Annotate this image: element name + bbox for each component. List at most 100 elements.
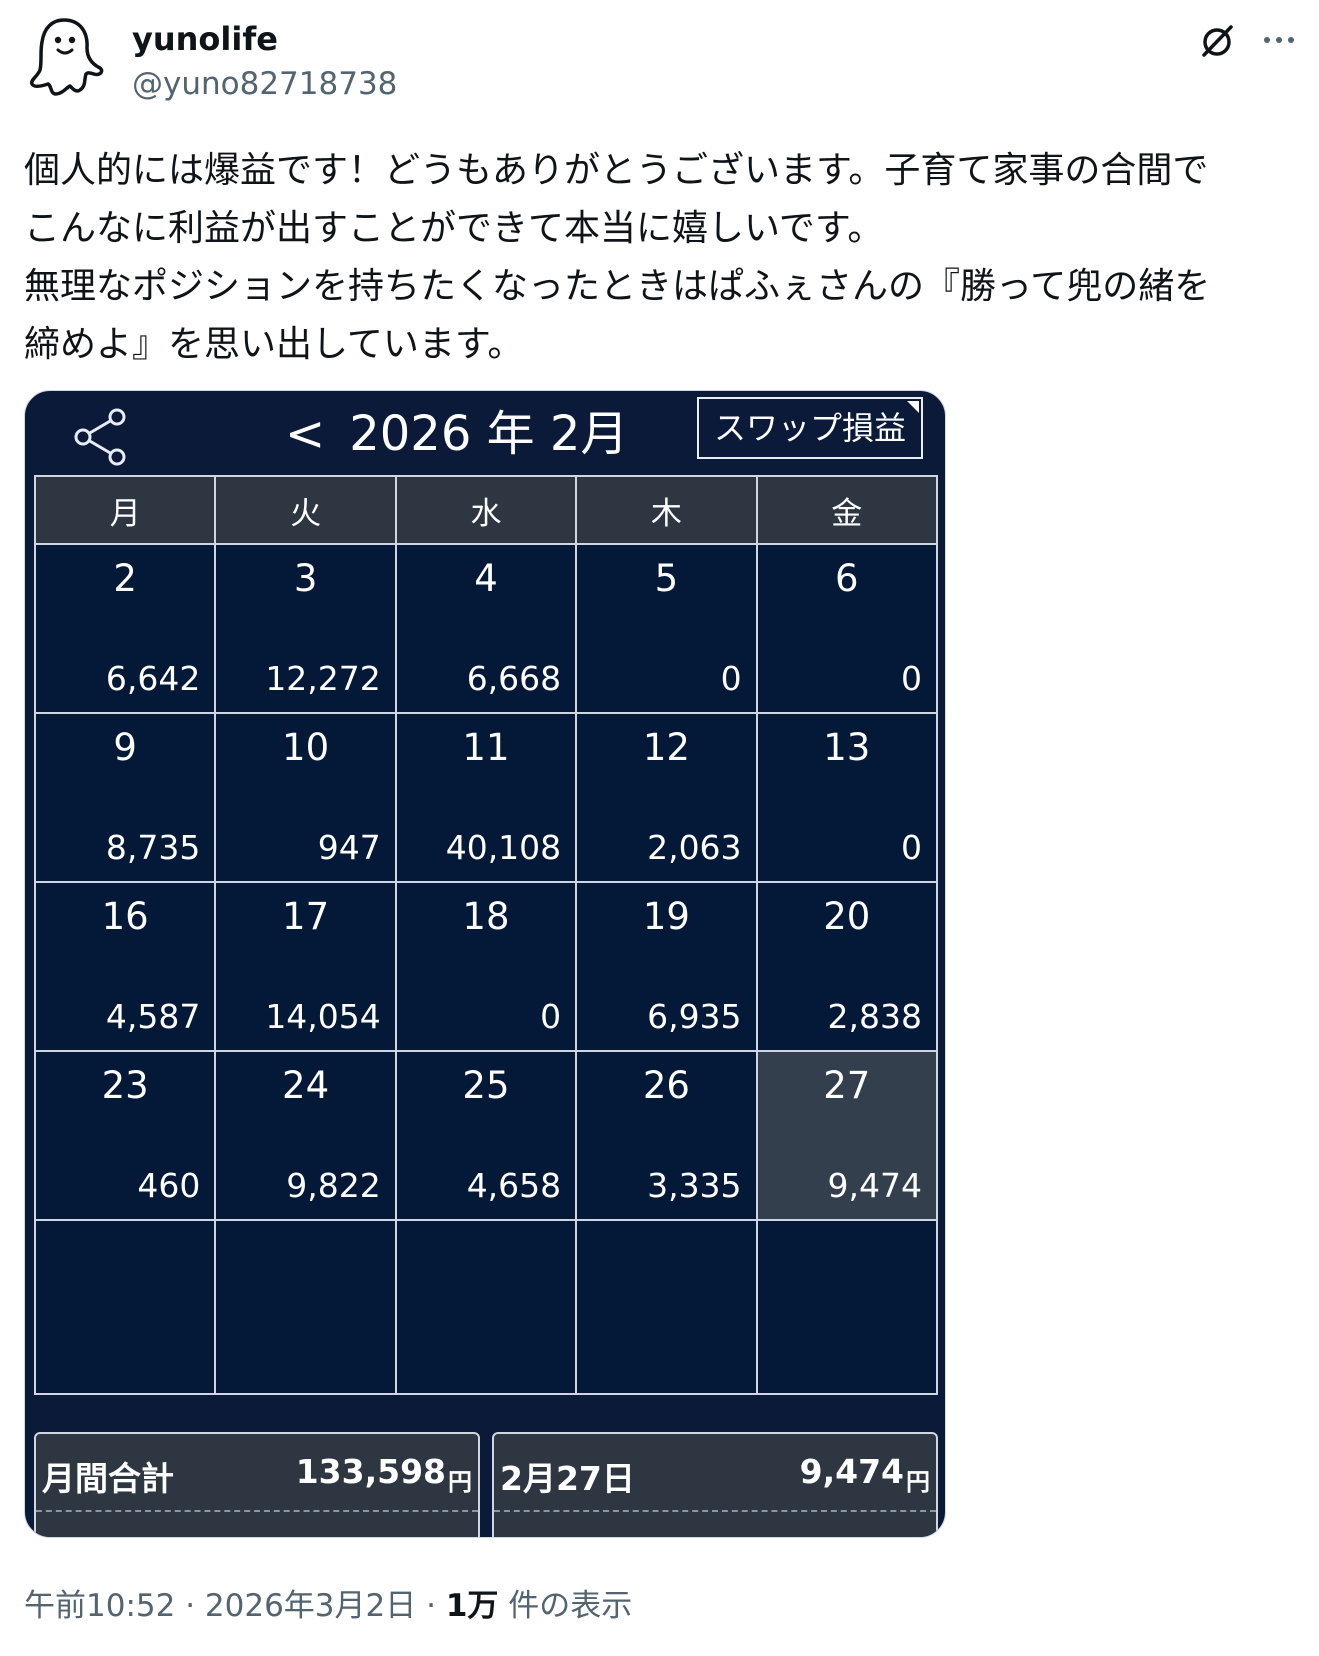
- day-number: 17: [282, 895, 330, 938]
- calendar-empty-cell: [755, 1219, 939, 1395]
- day-pnl: 0: [540, 997, 562, 1036]
- weekday-header: 金: [755, 475, 939, 545]
- day-pnl: 40,108: [445, 828, 562, 867]
- swap-pnl-button[interactable]: スワップ損益: [697, 397, 923, 459]
- calendar-day-cell[interactable]: 3 12,272: [214, 543, 397, 714]
- day-number: 4: [474, 557, 498, 600]
- day-pnl: 947: [317, 828, 381, 867]
- day-number: 6: [835, 557, 859, 600]
- daily-total-value: 9,474: [799, 1452, 904, 1491]
- day-pnl: 9,474: [827, 1166, 922, 1205]
- calendar-day-cell[interactable]: 20 2,838: [755, 881, 939, 1052]
- post-media-image[interactable]: <2026 年 2月 スワップ損益 月 火 水 木 金 2 6,642 3 12,2…: [24, 390, 946, 1538]
- currency-unit: 円: [448, 1468, 472, 1496]
- calendar-day-cell[interactable]: 26 3,335: [575, 1050, 758, 1221]
- day-number: 16: [101, 895, 149, 938]
- daily-total-panel: 2月27日 9,474 円: [492, 1432, 938, 1537]
- calendar-empty-cell: [394, 1219, 578, 1395]
- day-pnl: 0: [901, 828, 922, 867]
- day-pnl: 12,272: [265, 659, 381, 698]
- day-pnl: 2,063: [647, 828, 742, 867]
- calendar-day-cell-selected[interactable]: 27 9,474: [755, 1050, 939, 1221]
- day-pnl: 6,668: [466, 659, 562, 698]
- currency-unit: 円: [906, 1468, 930, 1496]
- post-text-line: 無理なポジションを持ちたくなったときはぱふぇさんの『勝って兜の緒を: [24, 266, 1211, 307]
- view-count[interactable]: 1万: [445, 1588, 499, 1624]
- calendar-day-cell[interactable]: 17 14,054: [214, 881, 397, 1052]
- post-timestamp[interactable]: 午前10:52 · 2026年3月2日 ·: [24, 1588, 446, 1624]
- swap-pnl-label: スワップ損益: [713, 409, 906, 447]
- day-number: 9: [113, 726, 137, 769]
- day-number: 27: [823, 1064, 871, 1107]
- day-number: 26: [642, 1064, 690, 1107]
- day-number: 12: [642, 726, 690, 769]
- day-number: 19: [642, 895, 690, 938]
- dashed-divider: [36, 1510, 478, 1512]
- calendar-day-cell[interactable]: 23 460: [33, 1050, 217, 1221]
- calendar-day-cell[interactable]: 25 4,658: [394, 1050, 578, 1221]
- day-number: 25: [462, 1064, 510, 1107]
- post-text: 個人的には爆益です！どうもありがとうございます。子育て家事の合間で こんなに利益…: [24, 142, 1299, 374]
- share-icon: [74, 408, 126, 466]
- grok-icon[interactable]: [1198, 22, 1236, 60]
- month-title: 2026 年 2月: [349, 406, 629, 462]
- calendar-day-cell[interactable]: 24 9,822: [214, 1050, 397, 1221]
- calendar-day-cell[interactable]: 18 0: [394, 881, 578, 1052]
- day-number: 18: [462, 895, 510, 938]
- calendar-day-cell[interactable]: 2 6,642: [33, 543, 217, 714]
- month-navigator: <2026 年 2月: [285, 399, 628, 469]
- day-number: 3: [293, 557, 318, 600]
- day-number: 20: [823, 895, 871, 938]
- post-text-line: こんなに利益が出すことができて本当に嬉しいです。: [24, 208, 884, 249]
- calendar-empty-cell: [33, 1219, 217, 1395]
- dashed-divider: [494, 1510, 936, 1512]
- day-pnl: 14,054: [265, 997, 381, 1036]
- monthly-total-panel: 月間合計 133,598 円: [34, 1432, 480, 1537]
- post-text-line: 個人的には爆益です！どうもありがとうございます。子育て家事の合間で: [24, 150, 1209, 191]
- calendar-day-cell[interactable]: 9 8,735: [33, 712, 217, 883]
- weekday-header: 木: [575, 475, 758, 545]
- post-meta: 午前10:52 · 2026年3月2日 · 1万 件の表示: [24, 1580, 632, 1625]
- post-text-line: 締めよ』を思い出しています。: [24, 324, 524, 365]
- calendar-day-cell[interactable]: 16 4,587: [33, 881, 217, 1052]
- day-pnl: 6,642: [105, 659, 201, 698]
- ghost-avatar-icon[interactable]: [24, 14, 108, 100]
- calendar-week-row: 9 8,735 10 947 11 40,108 12 2,063 13 0: [33, 712, 939, 883]
- prev-month-button[interactable]: <: [285, 406, 326, 462]
- calendar-day-cell[interactable]: 11 40,108: [394, 712, 578, 883]
- day-pnl: 8,735: [105, 828, 201, 867]
- day-pnl: 4,587: [105, 997, 201, 1036]
- calendar-empty-cell: [214, 1219, 397, 1395]
- calendar-day-cell[interactable]: 10 947: [214, 712, 397, 883]
- dropdown-corner-icon: [907, 401, 919, 413]
- author-handle[interactable]: @yuno82718738: [132, 66, 398, 102]
- calendar-day-cell[interactable]: 19 6,935: [575, 881, 758, 1052]
- author-name[interactable]: yunolife: [132, 20, 278, 58]
- day-pnl: 460: [137, 1166, 201, 1205]
- calendar-day-cell[interactable]: 12 2,063: [575, 712, 758, 883]
- day-number: 11: [462, 726, 510, 769]
- more-options-icon[interactable]: [1260, 22, 1298, 60]
- weekday-header-row: 月 火 水 木 金: [33, 475, 939, 545]
- day-pnl: 9,822: [286, 1166, 381, 1205]
- calendar-day-cell[interactable]: 13 0: [755, 712, 939, 883]
- monthly-total-value: 133,598: [295, 1452, 446, 1491]
- day-pnl: 0: [901, 659, 922, 698]
- day-number: 23: [101, 1064, 149, 1107]
- day-pnl: 0: [720, 659, 742, 698]
- calendar-week-row-empty: [33, 1219, 939, 1395]
- day-pnl: 2,838: [827, 997, 922, 1036]
- weekday-header: 月: [33, 475, 217, 545]
- weekday-header: 火: [214, 475, 397, 545]
- day-number: 10: [282, 726, 330, 769]
- day-pnl: 4,658: [466, 1166, 562, 1205]
- day-pnl: 3,335: [647, 1166, 742, 1205]
- calendar-day-cell[interactable]: 4 6,668: [394, 543, 578, 714]
- day-number: 5: [654, 557, 679, 600]
- weekday-header: 水: [394, 475, 578, 545]
- calendar-week-row: 16 4,587 17 14,054 18 0 19 6,935 20 2,838: [33, 881, 939, 1052]
